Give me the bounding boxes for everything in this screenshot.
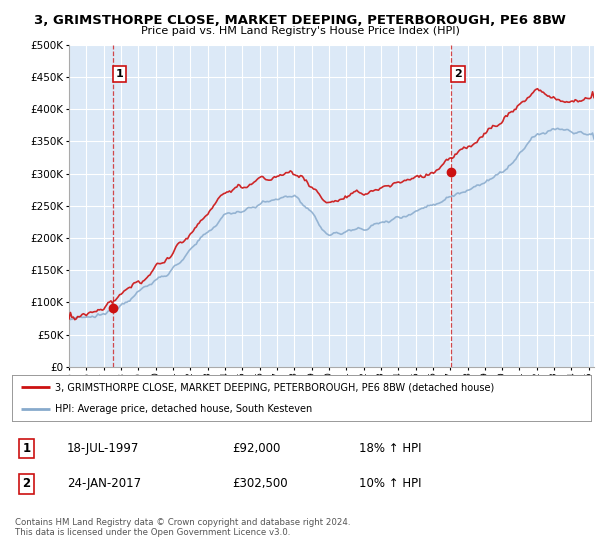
Text: 1: 1 xyxy=(116,69,124,79)
Text: 3, GRIMSTHORPE CLOSE, MARKET DEEPING, PETERBOROUGH, PE6 8BW: 3, GRIMSTHORPE CLOSE, MARKET DEEPING, PE… xyxy=(34,14,566,27)
Text: £302,500: £302,500 xyxy=(232,477,287,491)
Text: 1: 1 xyxy=(22,442,31,455)
Text: 2: 2 xyxy=(22,477,31,491)
Text: 10% ↑ HPI: 10% ↑ HPI xyxy=(359,477,422,491)
Text: 18% ↑ HPI: 18% ↑ HPI xyxy=(359,442,422,455)
Text: Contains HM Land Registry data © Crown copyright and database right 2024.
This d: Contains HM Land Registry data © Crown c… xyxy=(15,518,350,538)
Text: 3, GRIMSTHORPE CLOSE, MARKET DEEPING, PETERBOROUGH, PE6 8BW (detached house): 3, GRIMSTHORPE CLOSE, MARKET DEEPING, PE… xyxy=(55,382,494,392)
Text: Price paid vs. HM Land Registry's House Price Index (HPI): Price paid vs. HM Land Registry's House … xyxy=(140,26,460,36)
Text: 18-JUL-1997: 18-JUL-1997 xyxy=(67,442,139,455)
Text: £92,000: £92,000 xyxy=(232,442,280,455)
Text: HPI: Average price, detached house, South Kesteven: HPI: Average price, detached house, Sout… xyxy=(55,404,313,414)
Text: 24-JAN-2017: 24-JAN-2017 xyxy=(67,477,141,491)
Text: 2: 2 xyxy=(454,69,462,79)
